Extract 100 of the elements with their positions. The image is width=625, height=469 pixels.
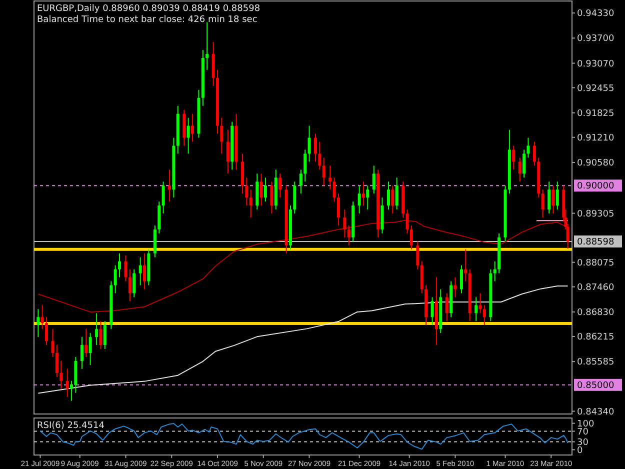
- candlestick: [45, 316, 48, 346]
- candlestick: [118, 252, 121, 278]
- candlestick: [260, 173, 263, 206]
- annotation: Balanced Time to next bar close: 426 min 18 sec: [37, 15, 258, 25]
- candlestick: [332, 177, 336, 202]
- ref-line-label: 0.90000: [577, 182, 614, 192]
- y-tick-label: 0.88075: [577, 258, 614, 268]
- y-tick-label: 0.89305: [577, 209, 614, 220]
- candlestick: [308, 125, 311, 162]
- y-tick-label: 0.87460: [577, 282, 614, 293]
- candlestick: [212, 42, 215, 86]
- candlestick: [474, 296, 478, 322]
- candlestick: [264, 177, 267, 202]
- line-series: [38, 286, 568, 394]
- candlestick: [420, 260, 424, 294]
- candlestick: [36, 308, 40, 338]
- y-tick-label: 0.93070: [577, 59, 614, 70]
- y-tick-label: 0.92455: [577, 84, 614, 94]
- candlestick: [358, 185, 361, 214]
- candlestick: [74, 356, 78, 394]
- candlestick: [162, 181, 165, 214]
- line-series: [40, 423, 568, 450]
- candlestick: [60, 360, 63, 390]
- candlestick: [343, 208, 346, 238]
- candlestick: [410, 224, 413, 250]
- ref-line-label: 0.88598: [577, 238, 614, 248]
- y-tick-label: 70: [577, 427, 589, 438]
- candlestick: [270, 181, 274, 214]
- y-tick-label: 100: [577, 419, 594, 430]
- y-tick-label: 0.86215: [577, 332, 614, 343]
- candlestick: [464, 248, 468, 282]
- candlestick: [526, 137, 530, 158]
- candlestick: [366, 185, 370, 210]
- candlestick: [318, 141, 322, 170]
- candlestick: [391, 185, 394, 214]
- y-tick-label: 0.85585: [577, 358, 614, 368]
- candlestick: [512, 145, 516, 170]
- candlestick: [328, 165, 332, 190]
- candlestick: [278, 173, 282, 198]
- candlestick: [99, 320, 102, 350]
- candlestick: [95, 312, 98, 346]
- candlestick: [70, 380, 74, 402]
- candlestick: [482, 304, 486, 326]
- y-tick-label: 0.86830: [577, 308, 614, 318]
- candlestick: [66, 368, 69, 398]
- candlestick: [556, 181, 559, 210]
- candlestick: [132, 268, 136, 298]
- candlestick: [395, 177, 398, 210]
- candlestick: [304, 149, 307, 182]
- candlestick: [103, 320, 106, 350]
- y-tick-label: 30: [577, 438, 589, 448]
- y-tick-label: 0.94330: [577, 9, 614, 20]
- candlestick: [128, 268, 132, 302]
- candlestick: [55, 344, 58, 378]
- candlestick: [220, 117, 224, 154]
- chart-title: RSI(6) 25.4514: [37, 421, 105, 431]
- candlestick: [168, 169, 172, 202]
- candlestick: [493, 260, 496, 282]
- chart-title: EURGBP,Daily 0.88960 0.89039 0.88419 0.88598: [37, 4, 260, 14]
- y-tick-label: 0.91825: [577, 108, 614, 119]
- candlestick: [84, 328, 88, 358]
- candlestick: [518, 157, 522, 182]
- candlestick: [445, 292, 448, 322]
- candlestick: [532, 141, 536, 166]
- candlestick: [256, 173, 259, 210]
- candlestick: [372, 165, 376, 194]
- candlestick: [460, 264, 463, 294]
- candlestick: [406, 208, 409, 234]
- candlestick: [541, 189, 544, 218]
- candlestick: [454, 276, 457, 298]
- candlestick: [51, 328, 54, 358]
- candlestick: [186, 117, 190, 154]
- candlestick: [322, 157, 326, 186]
- candlestick: [88, 332, 92, 366]
- candlestick: [138, 256, 142, 286]
- y-tick-label: 0.90580: [577, 158, 614, 169]
- candlestick: [548, 181, 551, 214]
- y-tick-label: 0: [577, 446, 583, 456]
- candlestick: [80, 336, 84, 370]
- candlestick: [182, 109, 186, 146]
- candlestick: [245, 177, 248, 206]
- y-tick-label: 0.91210: [577, 133, 614, 144]
- candlestick: [293, 181, 296, 214]
- candlestick: [226, 129, 230, 174]
- y-tick-label: 0.84340: [577, 407, 614, 418]
- candlestick: [143, 252, 146, 290]
- ref-line-label: 0.85000: [577, 381, 614, 392]
- candlestick: [190, 113, 194, 142]
- candlestick: [124, 254, 128, 282]
- candlestick: [362, 181, 365, 206]
- candlestick: [40, 304, 44, 330]
- candlestick: [380, 197, 384, 234]
- candlestick: [114, 264, 117, 294]
- candlestick: [299, 169, 302, 194]
- candlestick: [430, 296, 434, 326]
- candlestick: [522, 149, 526, 178]
- candlestick: [416, 240, 420, 270]
- candlestick: [241, 153, 244, 194]
- candlestick: [478, 292, 482, 314]
- candlestick: [336, 193, 340, 226]
